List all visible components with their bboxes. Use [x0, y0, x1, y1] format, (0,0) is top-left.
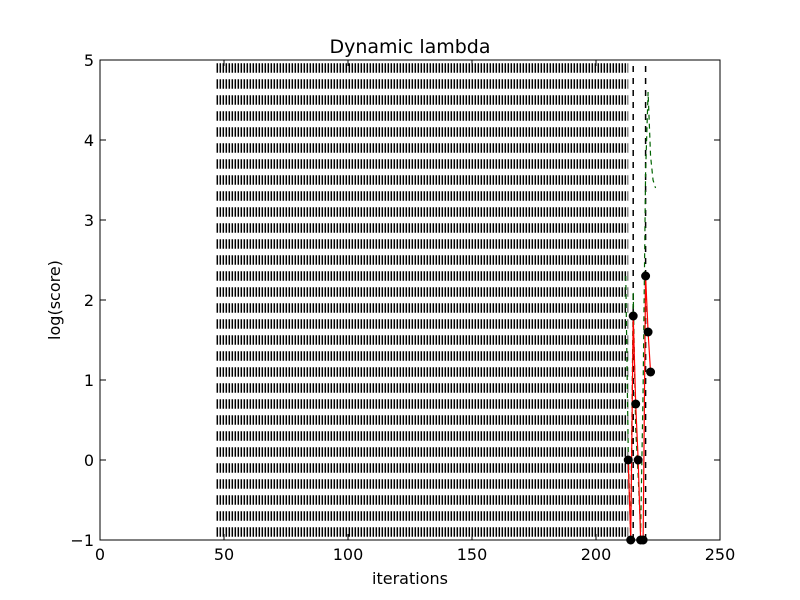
- y-tick-label: 2: [84, 291, 94, 310]
- x-tick-label: 0: [95, 545, 105, 564]
- plot-area: [100, 60, 720, 540]
- y-tick-label: 0: [84, 451, 94, 470]
- axes-background: [100, 60, 720, 540]
- data-marks: [216, 60, 657, 545]
- y-axis-label: log(score): [45, 260, 64, 340]
- y-tick-label: 4: [84, 131, 94, 150]
- y-tick-label: 3: [84, 211, 94, 230]
- series-red-line: [627, 275, 652, 541]
- series-point: [643, 327, 653, 337]
- y-tick-label: 5: [84, 51, 94, 70]
- y-tick-label: 1: [84, 371, 94, 390]
- series-point: [646, 367, 656, 377]
- chart-title: Dynamic lambda: [329, 36, 490, 58]
- x-tick-label: 200: [581, 545, 612, 564]
- series-point: [633, 455, 643, 465]
- x-tick-label: 150: [457, 545, 488, 564]
- x-tick-label: 100: [333, 545, 364, 564]
- series-point: [628, 311, 638, 321]
- x-axis-label: iterations: [372, 569, 448, 588]
- series-point: [623, 455, 633, 465]
- series-point: [641, 271, 651, 281]
- x-tick-label: 50: [214, 545, 234, 564]
- dashed-band: [216, 63, 629, 537]
- series-point: [631, 399, 641, 409]
- y-tick-label: −1: [70, 531, 94, 550]
- x-tick-label: 250: [705, 545, 736, 564]
